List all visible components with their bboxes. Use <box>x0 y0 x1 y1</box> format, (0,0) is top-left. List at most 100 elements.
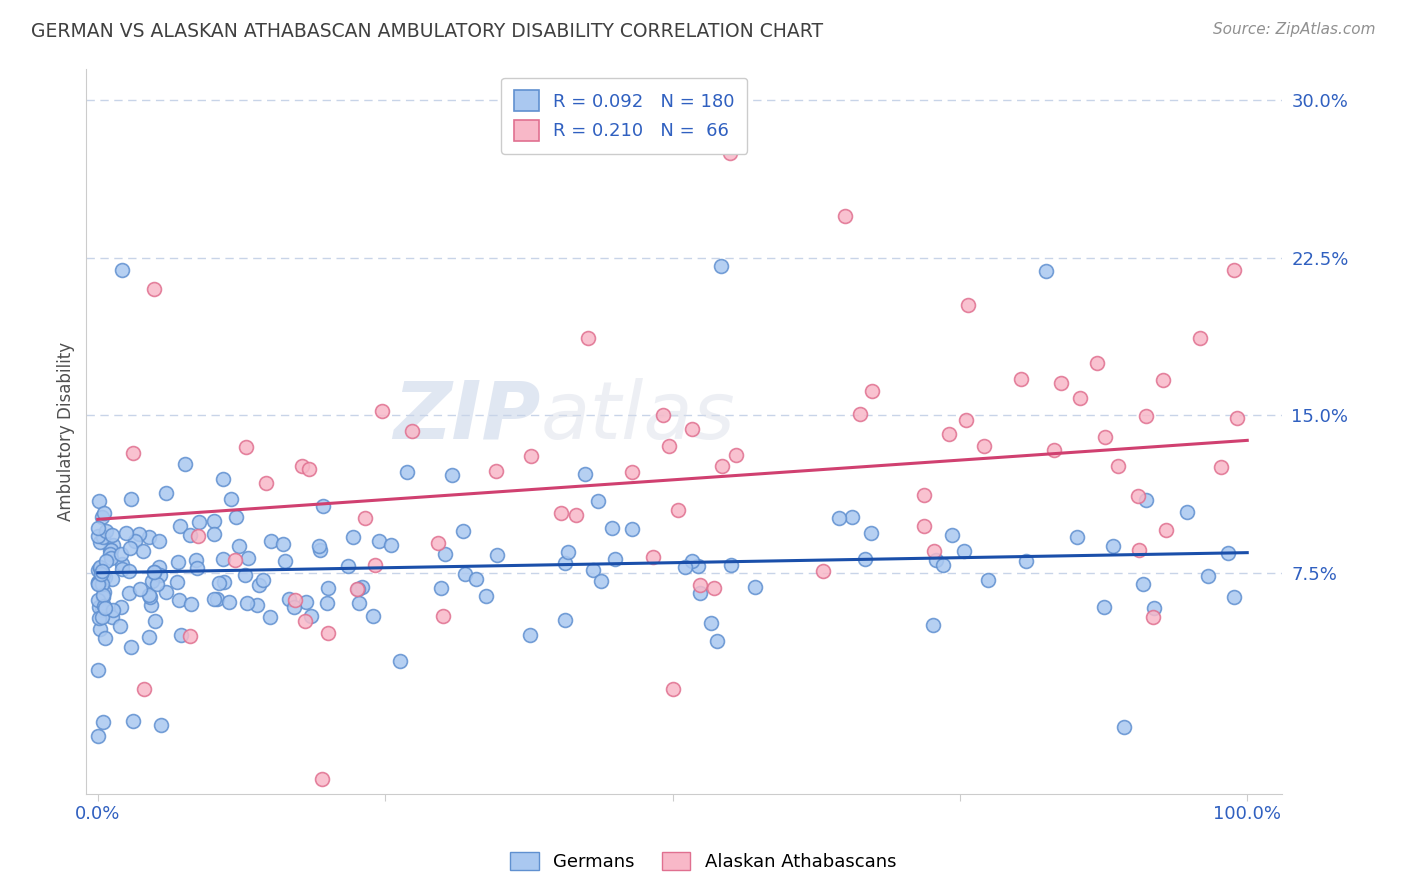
Point <box>108 619 131 633</box>
Point <box>283 600 305 615</box>
Point <box>689 586 711 600</box>
Point <box>115 525 138 540</box>
Point <box>166 555 188 569</box>
Point <box>87 599 110 614</box>
Point <box>233 568 256 582</box>
Point <box>141 574 163 588</box>
Point <box>361 608 384 623</box>
Point <box>574 467 596 481</box>
Point <box>711 458 734 473</box>
Legend: Germans, Alaskan Athabascans: Germans, Alaskan Athabascans <box>502 845 904 879</box>
Point <box>100 543 122 558</box>
Point <box>938 427 960 442</box>
Point <box>277 591 299 606</box>
Point <box>149 568 172 582</box>
Point <box>486 548 509 562</box>
Point <box>202 527 225 541</box>
Point <box>710 259 733 273</box>
Point <box>118 586 141 600</box>
Point <box>941 528 963 542</box>
Point <box>1197 568 1219 582</box>
Point <box>316 625 339 640</box>
Point <box>433 547 456 561</box>
Point <box>111 557 134 571</box>
Point <box>605 552 627 566</box>
Point <box>260 533 283 548</box>
Point <box>246 598 269 612</box>
Point <box>236 551 259 566</box>
Point <box>1101 539 1123 553</box>
Point <box>309 543 332 558</box>
Point <box>87 529 110 543</box>
Point <box>519 628 541 642</box>
Point <box>91 509 114 524</box>
Point <box>100 527 122 541</box>
Point <box>91 714 114 729</box>
Point <box>922 618 945 632</box>
Point <box>187 529 209 543</box>
Point <box>169 518 191 533</box>
Point <box>98 547 121 561</box>
Point <box>148 534 170 549</box>
Point <box>554 613 576 627</box>
Point <box>1188 331 1211 345</box>
Point <box>1132 577 1154 591</box>
Point <box>1211 459 1233 474</box>
Point <box>128 527 150 541</box>
Point <box>1092 599 1115 614</box>
Point <box>129 582 152 597</box>
Point <box>346 582 368 596</box>
Point <box>620 522 643 536</box>
Point <box>298 462 321 476</box>
Point <box>110 547 132 561</box>
Point <box>94 600 117 615</box>
Point <box>179 629 201 643</box>
Point <box>652 408 675 422</box>
Point <box>720 558 742 572</box>
Point <box>591 574 613 588</box>
Point <box>352 581 374 595</box>
Point <box>91 590 114 604</box>
Point <box>311 772 333 787</box>
Point <box>430 582 453 596</box>
Point <box>1107 458 1129 473</box>
Point <box>744 580 766 594</box>
Point <box>848 407 870 421</box>
Point <box>205 591 228 606</box>
Point <box>689 577 711 591</box>
Point <box>90 566 112 581</box>
Point <box>90 576 112 591</box>
Point <box>225 510 247 524</box>
Point <box>922 544 945 558</box>
Point <box>91 603 114 617</box>
Point <box>451 524 474 538</box>
Point <box>718 145 741 160</box>
Point <box>1135 493 1157 508</box>
Point <box>582 563 605 577</box>
Point <box>155 486 177 500</box>
Point <box>236 596 259 610</box>
Point <box>143 282 166 296</box>
Point <box>122 714 145 728</box>
Point <box>139 591 162 605</box>
Point <box>87 521 110 535</box>
Point <box>271 537 294 551</box>
Point <box>91 588 114 602</box>
Point <box>1154 523 1177 537</box>
Text: atlas: atlas <box>540 377 735 456</box>
Point <box>101 609 124 624</box>
Point <box>380 538 402 552</box>
Point <box>184 553 207 567</box>
Point <box>224 553 246 567</box>
Point <box>485 464 508 478</box>
Point <box>621 466 644 480</box>
Point <box>475 589 498 603</box>
Point <box>91 610 114 624</box>
Point <box>118 541 141 556</box>
Point <box>87 575 110 590</box>
Point <box>87 574 110 589</box>
Point <box>254 476 277 491</box>
Point <box>1085 356 1108 370</box>
Point <box>94 554 117 568</box>
Point <box>681 422 703 436</box>
